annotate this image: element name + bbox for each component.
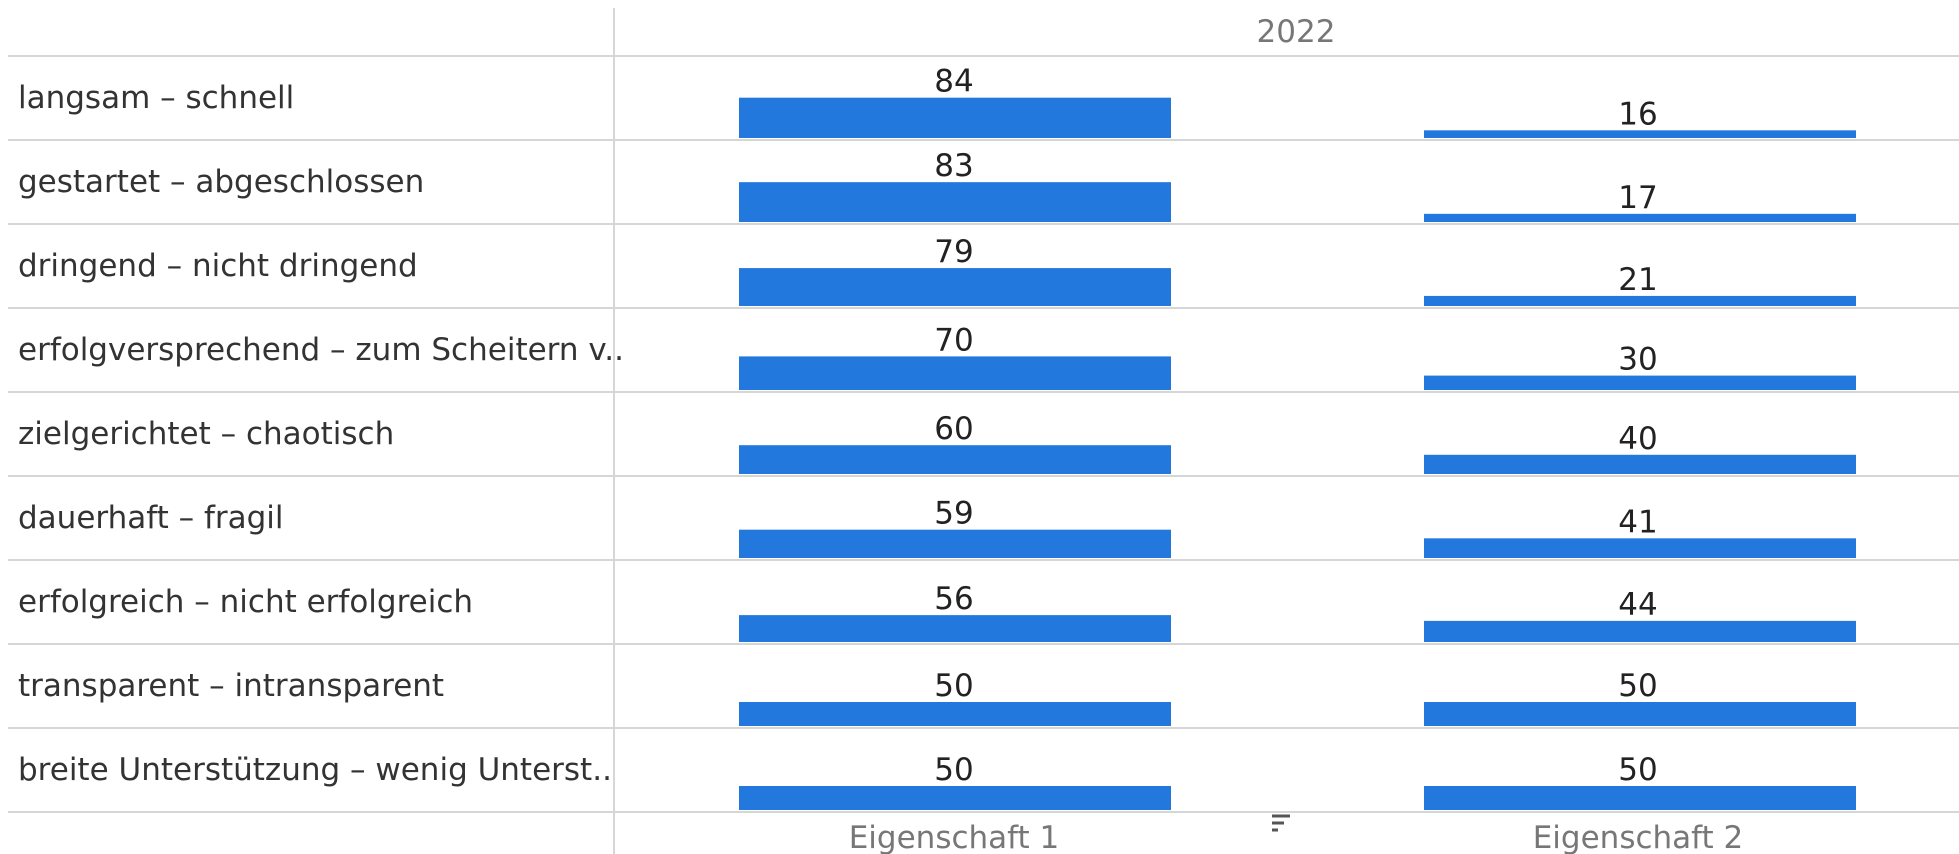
bar-eigenschaft-2[interactable] [1424,620,1856,642]
row-label: breite Unterstützung – wenig Unterst.. [18,752,612,788]
bar-eigenschaft-1[interactable] [739,268,1171,306]
bar-eigenschaft-2[interactable] [1424,454,1856,474]
bar-eigenschaft-2[interactable] [1424,375,1856,390]
bar-eigenschaft-1[interactable] [739,356,1171,390]
bar-eigenschaft-2[interactable] [1424,786,1856,810]
data-label: 79 [934,234,973,270]
bar-eigenschaft-1[interactable] [739,615,1171,642]
row-label: dauerhaft – fragil [18,500,284,536]
data-label: 40 [1618,421,1657,457]
row-label: erfolgversprechend – zum Scheitern v.. [18,332,624,368]
sort-descending-icon[interactable] [1272,814,1290,832]
bar-eigenschaft-2[interactable] [1424,213,1856,222]
data-label: 50 [1618,668,1657,704]
bar-eigenschaft-2[interactable] [1424,130,1856,138]
data-label: 50 [934,752,973,788]
data-label: 16 [1618,96,1657,132]
row-label: transparent – intransparent [18,668,444,704]
bar-eigenschaft-1[interactable] [739,529,1171,558]
row-label: zielgerichtet – chaotisch [18,416,394,452]
data-label: 83 [934,148,973,184]
row-label: erfolgreich – nicht erfolgreich [18,584,473,620]
chart-rows: langsam – schnell 84 16 gestartet – abgesch… [8,64,1959,813]
bar-eigenschaft-2[interactable] [1424,538,1856,558]
data-label: 50 [934,668,973,704]
data-label: 17 [1618,180,1657,216]
data-label: 56 [934,581,973,617]
data-label: 21 [1618,262,1657,298]
data-label: 70 [934,322,973,358]
row-label: dringend – nicht dringend [18,248,418,284]
data-label: 30 [1618,342,1657,378]
bar-eigenschaft-1[interactable] [739,702,1171,726]
bar-eigenschaft-1[interactable] [739,445,1171,474]
column-label-eigenschaft-2: Eigenschaft 2 [1533,820,1744,854]
data-label: 84 [934,64,973,100]
bar-eigenschaft-2[interactable] [1424,702,1856,726]
data-label: 50 [1618,752,1657,788]
bar-eigenschaft-1[interactable] [739,97,1171,138]
column-label-eigenschaft-1: Eigenschaft 1 [849,820,1060,854]
row-label: langsam – schnell [18,80,294,116]
bar-eigenschaft-2[interactable] [1424,295,1856,306]
data-label: 41 [1618,504,1657,540]
data-label: 60 [934,411,973,447]
year-header: 2022 [1257,14,1336,50]
row-label: gestartet – abgeschlossen [18,164,424,200]
bar-eigenschaft-1[interactable] [739,786,1171,810]
data-label: 59 [934,496,973,532]
data-label: 44 [1618,587,1657,623]
bar-eigenschaft-1[interactable] [739,182,1171,222]
